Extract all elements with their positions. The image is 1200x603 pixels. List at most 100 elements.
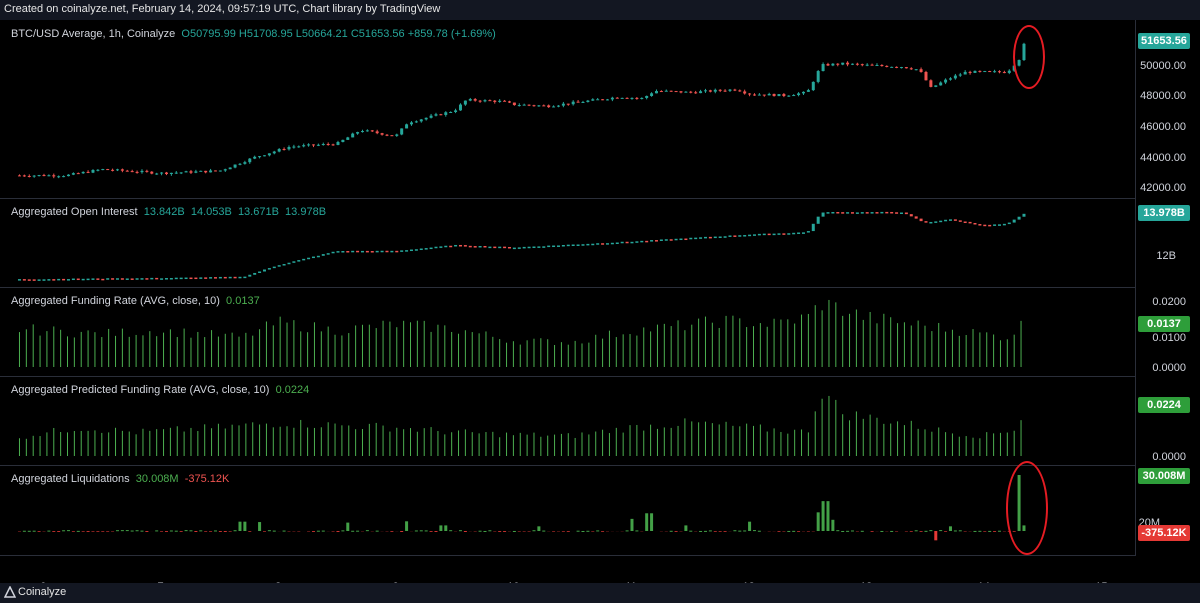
funding-legend: Aggregated Funding Rate (AVG, close, 10)… bbox=[11, 295, 260, 307]
oi-candle bbox=[958, 220, 962, 222]
oi-candle bbox=[150, 277, 154, 280]
predicted-funding-bar bbox=[567, 433, 569, 456]
liquidation-bar bbox=[419, 530, 423, 532]
predicted-funding-bar bbox=[883, 423, 885, 456]
liquidation-bar bbox=[625, 530, 629, 532]
oi-candle bbox=[885, 211, 889, 214]
liquidation-bar bbox=[233, 530, 237, 532]
oi-candle bbox=[81, 278, 85, 281]
funding-bar bbox=[794, 323, 796, 367]
predicted-funding-bar bbox=[231, 424, 233, 456]
oi-candle bbox=[179, 277, 183, 280]
funding-bar bbox=[32, 324, 34, 367]
funding-bar bbox=[437, 324, 439, 367]
funding-bar bbox=[87, 330, 89, 367]
liquidation-bar bbox=[71, 531, 75, 532]
price-tick-42000: 42000.00 bbox=[1140, 182, 1186, 194]
liquidation-bar bbox=[846, 530, 850, 532]
price-candle bbox=[850, 63, 854, 65]
oi-candle bbox=[571, 244, 575, 247]
funding-bar bbox=[704, 316, 706, 367]
liquidation-bar bbox=[777, 531, 781, 532]
price-candle bbox=[944, 79, 948, 83]
funding-bar bbox=[272, 325, 274, 367]
price-scale[interactable] bbox=[1135, 20, 1200, 556]
oi-candle bbox=[875, 212, 879, 214]
oi-candle bbox=[860, 212, 864, 214]
funding-bar bbox=[492, 336, 494, 367]
liquidation-bar bbox=[169, 530, 173, 532]
predicted-funding-bar bbox=[313, 427, 315, 456]
predicted-funding-pane[interactable] bbox=[0, 377, 1135, 466]
price-candle bbox=[532, 105, 536, 107]
funding-rate-pane[interactable] bbox=[0, 288, 1135, 377]
price-candle bbox=[904, 67, 908, 69]
predicted-funding-bar bbox=[636, 424, 638, 456]
oi-candle bbox=[748, 234, 752, 237]
price-candle bbox=[307, 144, 311, 146]
funding-bar bbox=[780, 319, 782, 367]
attribution-text: Created on coinalyze.net, February 14, 2… bbox=[4, 3, 441, 15]
price-candle bbox=[527, 104, 531, 106]
funding-bar bbox=[25, 329, 27, 367]
price-candle bbox=[356, 132, 360, 134]
oi-candle bbox=[752, 234, 756, 236]
oi-candle bbox=[552, 245, 556, 248]
liquidation-bar bbox=[37, 531, 41, 532]
liquidation-bar bbox=[414, 530, 418, 532]
price-candle bbox=[640, 97, 644, 99]
predicted-funding-bar bbox=[801, 429, 803, 456]
price-candle bbox=[52, 175, 56, 177]
price-candle bbox=[841, 62, 845, 65]
price-pane[interactable] bbox=[0, 20, 1135, 199]
price-candle bbox=[552, 106, 556, 108]
predicted-funding-bar bbox=[300, 419, 302, 456]
price-candle bbox=[895, 66, 899, 68]
funding-bar bbox=[396, 327, 398, 367]
price-candle bbox=[370, 130, 374, 132]
price-candle bbox=[517, 105, 521, 107]
predicted-funding-bar bbox=[176, 426, 178, 456]
open-interest-pane[interactable] bbox=[0, 199, 1135, 288]
funding-bar bbox=[224, 333, 226, 367]
price-candle bbox=[811, 81, 815, 91]
liquidation-bar bbox=[757, 530, 761, 532]
oi-candle bbox=[385, 250, 389, 253]
funding-bar bbox=[670, 326, 672, 367]
oi-candle bbox=[904, 212, 908, 215]
price-candle bbox=[728, 89, 732, 91]
funding-bar bbox=[567, 344, 569, 367]
price-candle bbox=[199, 170, 203, 172]
predicted-funding-bar bbox=[526, 434, 528, 456]
predicted-funding-bar bbox=[499, 437, 501, 456]
predicted-funding-bar bbox=[238, 425, 240, 456]
funding-bar bbox=[588, 342, 590, 367]
liquidations-pane[interactable] bbox=[0, 466, 1135, 556]
liquidation-bar bbox=[164, 531, 168, 532]
liquidation-bar bbox=[351, 530, 355, 532]
oi-candle bbox=[939, 220, 943, 223]
liquidation-bar bbox=[689, 530, 693, 532]
price-candle bbox=[1007, 70, 1011, 73]
chart-canvas[interactable] bbox=[0, 20, 1200, 583]
predicted-funding-bar bbox=[842, 414, 844, 456]
predicted-funding-bar bbox=[897, 421, 899, 456]
oi-candle bbox=[1007, 222, 1011, 225]
chart-frame[interactable]: BTC/USD Average, 1h, Coinalyze O50795.99… bbox=[0, 20, 1200, 593]
funding-bar bbox=[121, 328, 123, 367]
predicted-funding-bar bbox=[999, 432, 1001, 456]
liquidation-bar bbox=[601, 531, 605, 532]
liquidation-bar bbox=[160, 531, 164, 532]
price-legend-open: O50795.99 bbox=[181, 28, 236, 40]
funding-bar bbox=[876, 323, 878, 367]
funding-bar bbox=[849, 313, 851, 367]
oi-candle bbox=[1012, 219, 1016, 223]
oi-candle bbox=[454, 244, 458, 247]
predicted-funding-bar bbox=[691, 421, 693, 456]
predicted-funding-bar bbox=[759, 424, 761, 456]
funding-bar bbox=[327, 326, 329, 367]
oi-legend-low: 13.671B bbox=[237, 206, 279, 218]
oi-candle bbox=[679, 238, 683, 241]
predicted-funding-bar bbox=[903, 425, 905, 456]
funding-bar bbox=[945, 331, 947, 367]
